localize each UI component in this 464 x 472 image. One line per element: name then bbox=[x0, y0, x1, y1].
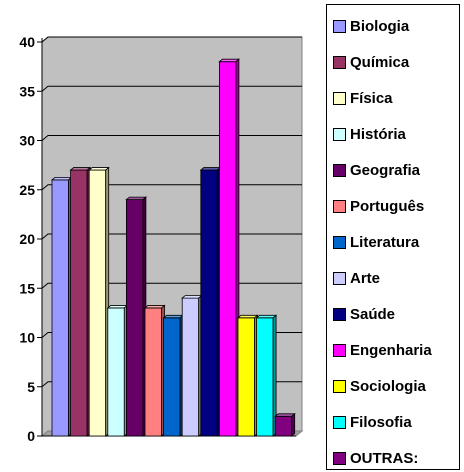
legend-label: Geografia bbox=[350, 161, 421, 179]
legend-label: OUTRAS: bbox=[350, 449, 419, 467]
legend: Biologia Química Física História Geografia Po… bbox=[326, 4, 460, 470]
legend-swatch bbox=[333, 343, 346, 357]
legend-label: Biologia bbox=[350, 17, 410, 35]
bar-história bbox=[107, 307, 125, 437]
legend-label: História bbox=[350, 125, 406, 143]
legend-item: Arte bbox=[333, 268, 380, 288]
legend-swatch bbox=[333, 91, 346, 105]
legend-label: Química bbox=[350, 53, 410, 71]
legend-item: Filosofia bbox=[333, 412, 412, 432]
bar-português bbox=[144, 307, 162, 437]
bar-engenharia bbox=[218, 61, 237, 437]
legend-item: Literatura bbox=[333, 232, 419, 252]
legend-swatch bbox=[333, 307, 346, 321]
gridline bbox=[41, 36, 302, 43]
gridline bbox=[41, 135, 302, 141]
legend-swatch bbox=[333, 163, 346, 177]
legend-swatch bbox=[333, 199, 346, 213]
legend-item: Física bbox=[333, 88, 393, 108]
bar-filosofia bbox=[256, 317, 274, 437]
legend-swatch bbox=[333, 235, 346, 249]
y-tick-label: 25 bbox=[19, 182, 35, 198]
legend-item: História bbox=[333, 124, 406, 144]
legend-label: Sociologia bbox=[350, 377, 426, 395]
legend-item: Química bbox=[333, 52, 409, 72]
legend-item: Geografia bbox=[333, 160, 420, 180]
plot-area: 0 5 10 15 20 25 30 35 40 bbox=[19, 34, 304, 444]
y-tick-label: 20 bbox=[19, 231, 35, 247]
bar-química bbox=[70, 169, 88, 437]
legend-item: Saúde bbox=[333, 304, 395, 324]
legend-item: Sociologia bbox=[333, 376, 426, 396]
legend-swatch bbox=[333, 415, 346, 429]
legend-swatch bbox=[333, 379, 346, 393]
legend-label: Saúde bbox=[350, 305, 396, 323]
legend-label: Engenharia bbox=[350, 341, 432, 359]
bar-sociologia bbox=[237, 317, 255, 437]
legend-swatch bbox=[333, 19, 346, 33]
legend-item: Português bbox=[333, 196, 424, 216]
y-tick-label: 30 bbox=[19, 133, 35, 149]
gridline bbox=[41, 85, 302, 92]
y-tick-label: 15 bbox=[19, 280, 35, 296]
y-tick-label: 5 bbox=[27, 379, 35, 395]
legend-label: Literatura bbox=[350, 233, 420, 251]
bar-geografia bbox=[126, 199, 144, 437]
y-tick-label: 0 bbox=[27, 428, 35, 444]
legend-item: Biologia bbox=[333, 16, 409, 36]
bar-literatura bbox=[163, 317, 181, 437]
bar-outras bbox=[274, 415, 293, 437]
legend-label: Filosofia bbox=[350, 413, 412, 431]
bar-biologia bbox=[51, 179, 69, 437]
legend-swatch bbox=[333, 451, 346, 465]
bar-física bbox=[88, 169, 107, 437]
bar-saúde bbox=[200, 169, 218, 437]
bar-arte bbox=[181, 297, 200, 437]
legend-swatch bbox=[333, 271, 346, 285]
legend-swatch bbox=[333, 55, 346, 69]
legend-swatch bbox=[333, 127, 346, 141]
y-tick-label: 10 bbox=[19, 330, 35, 346]
legend-item: OUTRAS: bbox=[333, 448, 418, 468]
y-tick-label: 35 bbox=[19, 83, 35, 99]
legend-label: Português bbox=[350, 197, 425, 215]
y-tick-label: 40 bbox=[19, 34, 35, 50]
legend-label: Arte bbox=[350, 269, 381, 287]
legend-label: Física bbox=[350, 89, 393, 107]
bar-side bbox=[291, 412, 296, 437]
legend-item: Engenharia bbox=[333, 340, 432, 360]
